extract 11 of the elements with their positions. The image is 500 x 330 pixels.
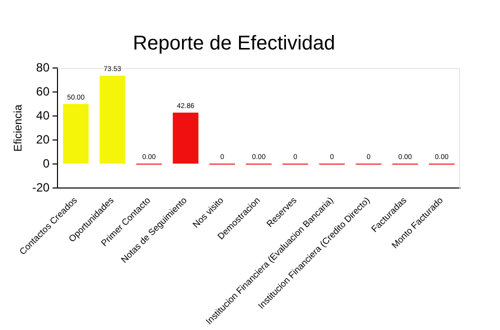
y-tick-label: 40 [36,108,50,122]
y-tick-label: -20 [32,180,50,195]
bar [172,112,198,164]
bar [63,104,89,164]
y-tick-label: 60 [36,84,50,98]
y-tick-label: 20 [36,132,50,146]
y-tick-label: 0 [42,156,50,170]
y-axis-title: Eficiencia [12,104,25,152]
y-tick-label: 80 [36,60,50,74]
bar [100,76,126,164]
chart-title: Reporte de Efectividad [132,32,336,55]
